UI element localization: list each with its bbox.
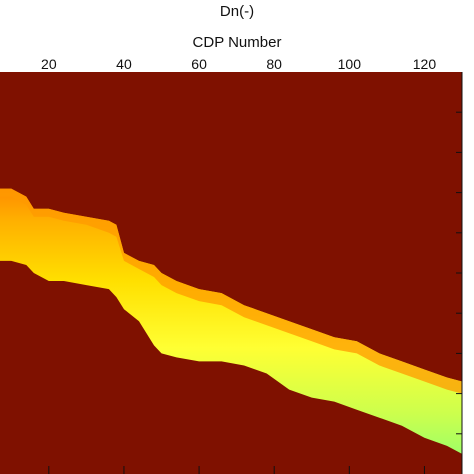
x-axis-ticks: 20 40 60 80 100 120 bbox=[41, 56, 436, 72]
x-axis-label: CDP Number bbox=[193, 34, 282, 51]
heatmap-band-core bbox=[0, 188, 462, 394]
heatmap-band bbox=[0, 188, 462, 454]
x-tick-label: 100 bbox=[338, 56, 362, 72]
x-tick-label: 60 bbox=[191, 56, 207, 72]
x-tick-label: 40 bbox=[116, 56, 132, 72]
x-tick-label: 120 bbox=[413, 56, 437, 72]
plot-frame-ticks bbox=[48, 72, 463, 474]
chart-title: Dn(-) bbox=[220, 3, 254, 20]
x-tick-label: 20 bbox=[41, 56, 57, 72]
x-tick-label: 80 bbox=[266, 56, 282, 72]
